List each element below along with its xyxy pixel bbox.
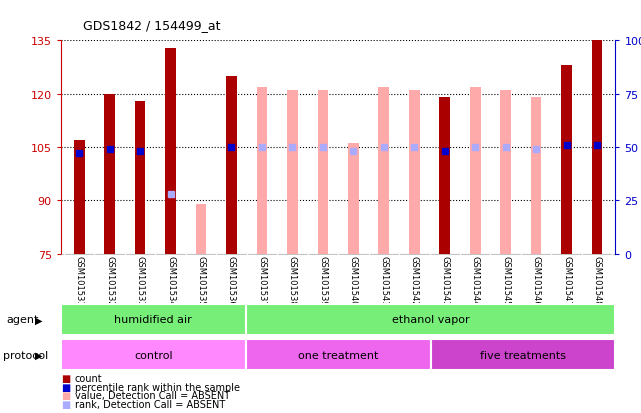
Bar [246, 339, 431, 370]
Text: GSM101535: GSM101535 [197, 255, 206, 306]
Bar [61, 304, 246, 335]
Bar [165, 48, 176, 254]
Bar [378, 88, 389, 254]
Bar [501, 91, 511, 254]
Text: GSM101533: GSM101533 [136, 255, 145, 306]
Bar [104, 95, 115, 254]
Text: GSM101538: GSM101538 [288, 255, 297, 306]
Text: GSM101541: GSM101541 [379, 255, 388, 305]
Text: GSM101542: GSM101542 [410, 255, 419, 305]
Text: GSM101532: GSM101532 [105, 255, 114, 306]
Bar [196, 204, 206, 254]
Text: control: control [134, 350, 172, 360]
Text: value, Detection Call = ABSENT: value, Detection Call = ABSENT [75, 390, 230, 400]
Bar [531, 98, 542, 254]
Bar [61, 339, 246, 370]
Bar [470, 88, 481, 254]
Text: ■: ■ [61, 373, 70, 383]
Text: GSM101536: GSM101536 [227, 255, 236, 306]
Text: ▶: ▶ [35, 350, 43, 360]
Bar [135, 102, 146, 254]
Text: GSM101539: GSM101539 [319, 255, 328, 306]
Text: ▶: ▶ [35, 315, 43, 325]
Text: GSM101543: GSM101543 [440, 255, 449, 306]
Text: rank, Detection Call = ABSENT: rank, Detection Call = ABSENT [75, 399, 225, 409]
Bar [562, 66, 572, 254]
Text: five treatments: five treatments [480, 350, 566, 360]
Text: GSM101537: GSM101537 [258, 255, 267, 306]
Bar [226, 77, 237, 254]
Text: ethanol vapor: ethanol vapor [392, 315, 469, 325]
Bar [317, 91, 328, 254]
Text: percentile rank within the sample: percentile rank within the sample [75, 382, 240, 392]
Bar [440, 98, 450, 254]
Text: GSM101548: GSM101548 [592, 255, 602, 306]
Bar [246, 304, 615, 335]
Text: ■: ■ [61, 399, 70, 409]
Text: GSM101547: GSM101547 [562, 255, 571, 306]
Text: one treatment: one treatment [298, 350, 378, 360]
Bar [431, 339, 615, 370]
Text: GSM101534: GSM101534 [166, 255, 175, 306]
Bar [592, 41, 603, 254]
Text: agent: agent [6, 315, 39, 325]
Bar [409, 91, 420, 254]
Text: protocol: protocol [3, 350, 49, 360]
Bar [256, 88, 267, 254]
Bar [287, 91, 298, 254]
Bar [348, 144, 359, 254]
Text: GDS1842 / 154499_at: GDS1842 / 154499_at [83, 19, 221, 31]
Text: GSM101545: GSM101545 [501, 255, 510, 305]
Text: GSM101546: GSM101546 [531, 255, 540, 306]
Text: ■: ■ [61, 382, 70, 392]
Text: count: count [75, 373, 103, 383]
Text: GSM101544: GSM101544 [470, 255, 479, 305]
Text: humidified air: humidified air [115, 315, 192, 325]
Text: GSM101531: GSM101531 [74, 255, 84, 306]
Text: GSM101540: GSM101540 [349, 255, 358, 305]
Text: ■: ■ [61, 390, 70, 400]
Bar [74, 140, 85, 254]
